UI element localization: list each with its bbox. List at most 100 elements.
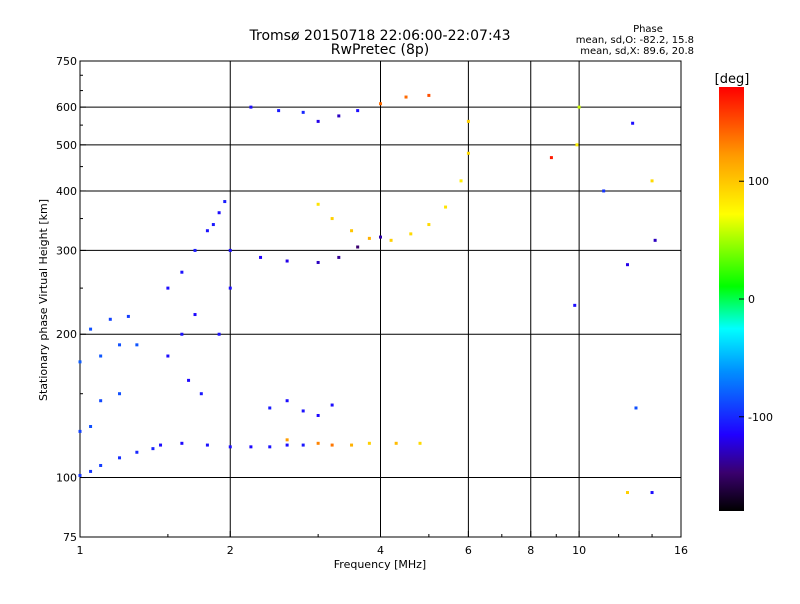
data-point (108, 317, 112, 321)
data-point (337, 255, 341, 259)
data-point (650, 179, 654, 183)
data-point (379, 235, 382, 239)
data-point (159, 443, 163, 447)
data-point (277, 109, 281, 113)
x-tick-label: 2 (227, 544, 234, 557)
data-point (625, 263, 629, 267)
data-point (427, 93, 431, 97)
data-point (187, 378, 191, 382)
data-point (118, 343, 122, 347)
stats-line-x: mean, sd,X: 89.6, 20.8 (580, 46, 694, 57)
y-tick-label: 100 (56, 472, 77, 485)
data-point (316, 441, 320, 445)
data-point (350, 229, 354, 233)
data-point (285, 399, 289, 403)
data-point (211, 223, 215, 227)
data-point (180, 270, 184, 274)
data-point (577, 105, 581, 109)
data-point (99, 399, 103, 403)
data-point (89, 469, 93, 473)
data-point (634, 406, 638, 410)
data-point (249, 105, 253, 109)
data-point (466, 151, 470, 155)
y-tick-label: 750 (56, 55, 77, 68)
data-point (99, 354, 103, 358)
y-axis: 75 100 200 300 400 500 600 750 (56, 55, 86, 544)
x-tick-label: 4 (377, 544, 384, 557)
data-point (193, 248, 197, 252)
data-point (205, 229, 209, 233)
data-point (379, 102, 382, 106)
data-point (650, 491, 654, 495)
data-point (223, 200, 227, 204)
data-point (199, 392, 203, 396)
data-point (180, 332, 184, 336)
data-point (653, 238, 657, 242)
colorbar-tick-label: 0 (748, 293, 755, 306)
data-point (316, 413, 320, 417)
data-point (285, 259, 289, 263)
data-point (404, 95, 408, 99)
data-point (444, 205, 448, 209)
data-point (135, 343, 139, 347)
data-point (575, 143, 579, 147)
colorbar-ticks: 100 0 -100 (739, 175, 773, 424)
y-tick-label: 400 (56, 185, 77, 198)
colorbar-tick-label: -100 (748, 411, 773, 424)
data-point (409, 232, 413, 236)
x-tick-label: 6 (465, 544, 472, 557)
data-point (180, 441, 184, 445)
y-tick-label: 75 (63, 531, 77, 544)
data-point (228, 286, 232, 290)
data-point (118, 456, 122, 460)
data-point (89, 327, 93, 331)
data-point (389, 238, 393, 242)
data-point (193, 313, 197, 317)
data-point (549, 156, 553, 160)
data-point (301, 110, 305, 114)
data-point (259, 255, 263, 259)
colorbar-label: [deg] (715, 72, 750, 87)
data-point (205, 443, 209, 447)
data-point (356, 245, 360, 249)
grid (80, 61, 681, 537)
stats-line-o: mean, sd,O: -82.2, 15.8 (576, 35, 694, 46)
data-point (78, 360, 82, 364)
x-tick-label: 16 (674, 544, 688, 557)
data-point (78, 429, 82, 433)
data-point (151, 447, 155, 451)
data-point (459, 179, 463, 183)
chart-subtitle: RwPretec (8p) (331, 42, 429, 58)
data-point (228, 445, 232, 449)
data-points (78, 93, 657, 495)
data-point (99, 463, 103, 467)
data-point (78, 473, 82, 477)
data-point (316, 260, 320, 264)
x-tick-label: 8 (527, 544, 534, 557)
data-point (394, 441, 398, 445)
data-point (631, 121, 635, 125)
data-point (316, 119, 320, 123)
x-axis: 1 2 4 6 8 10 16 (77, 531, 688, 557)
data-point (602, 189, 606, 193)
data-point (356, 109, 360, 113)
stats-heading: Phase (633, 24, 663, 35)
data-point (166, 354, 170, 358)
y-tick-label: 300 (56, 244, 77, 257)
data-point (217, 211, 221, 215)
data-point (285, 438, 289, 442)
data-point (89, 424, 93, 428)
data-point (427, 223, 431, 227)
colorbar-tick-label: 100 (748, 175, 769, 188)
data-point (126, 314, 130, 318)
data-point (118, 392, 122, 396)
data-point (268, 406, 272, 410)
data-point (228, 248, 232, 252)
data-point (330, 403, 334, 407)
x-axis-label: Frequency [MHz] (334, 558, 426, 571)
data-point (268, 445, 272, 449)
data-point (330, 217, 334, 221)
data-point (217, 332, 221, 336)
data-point (166, 286, 170, 290)
